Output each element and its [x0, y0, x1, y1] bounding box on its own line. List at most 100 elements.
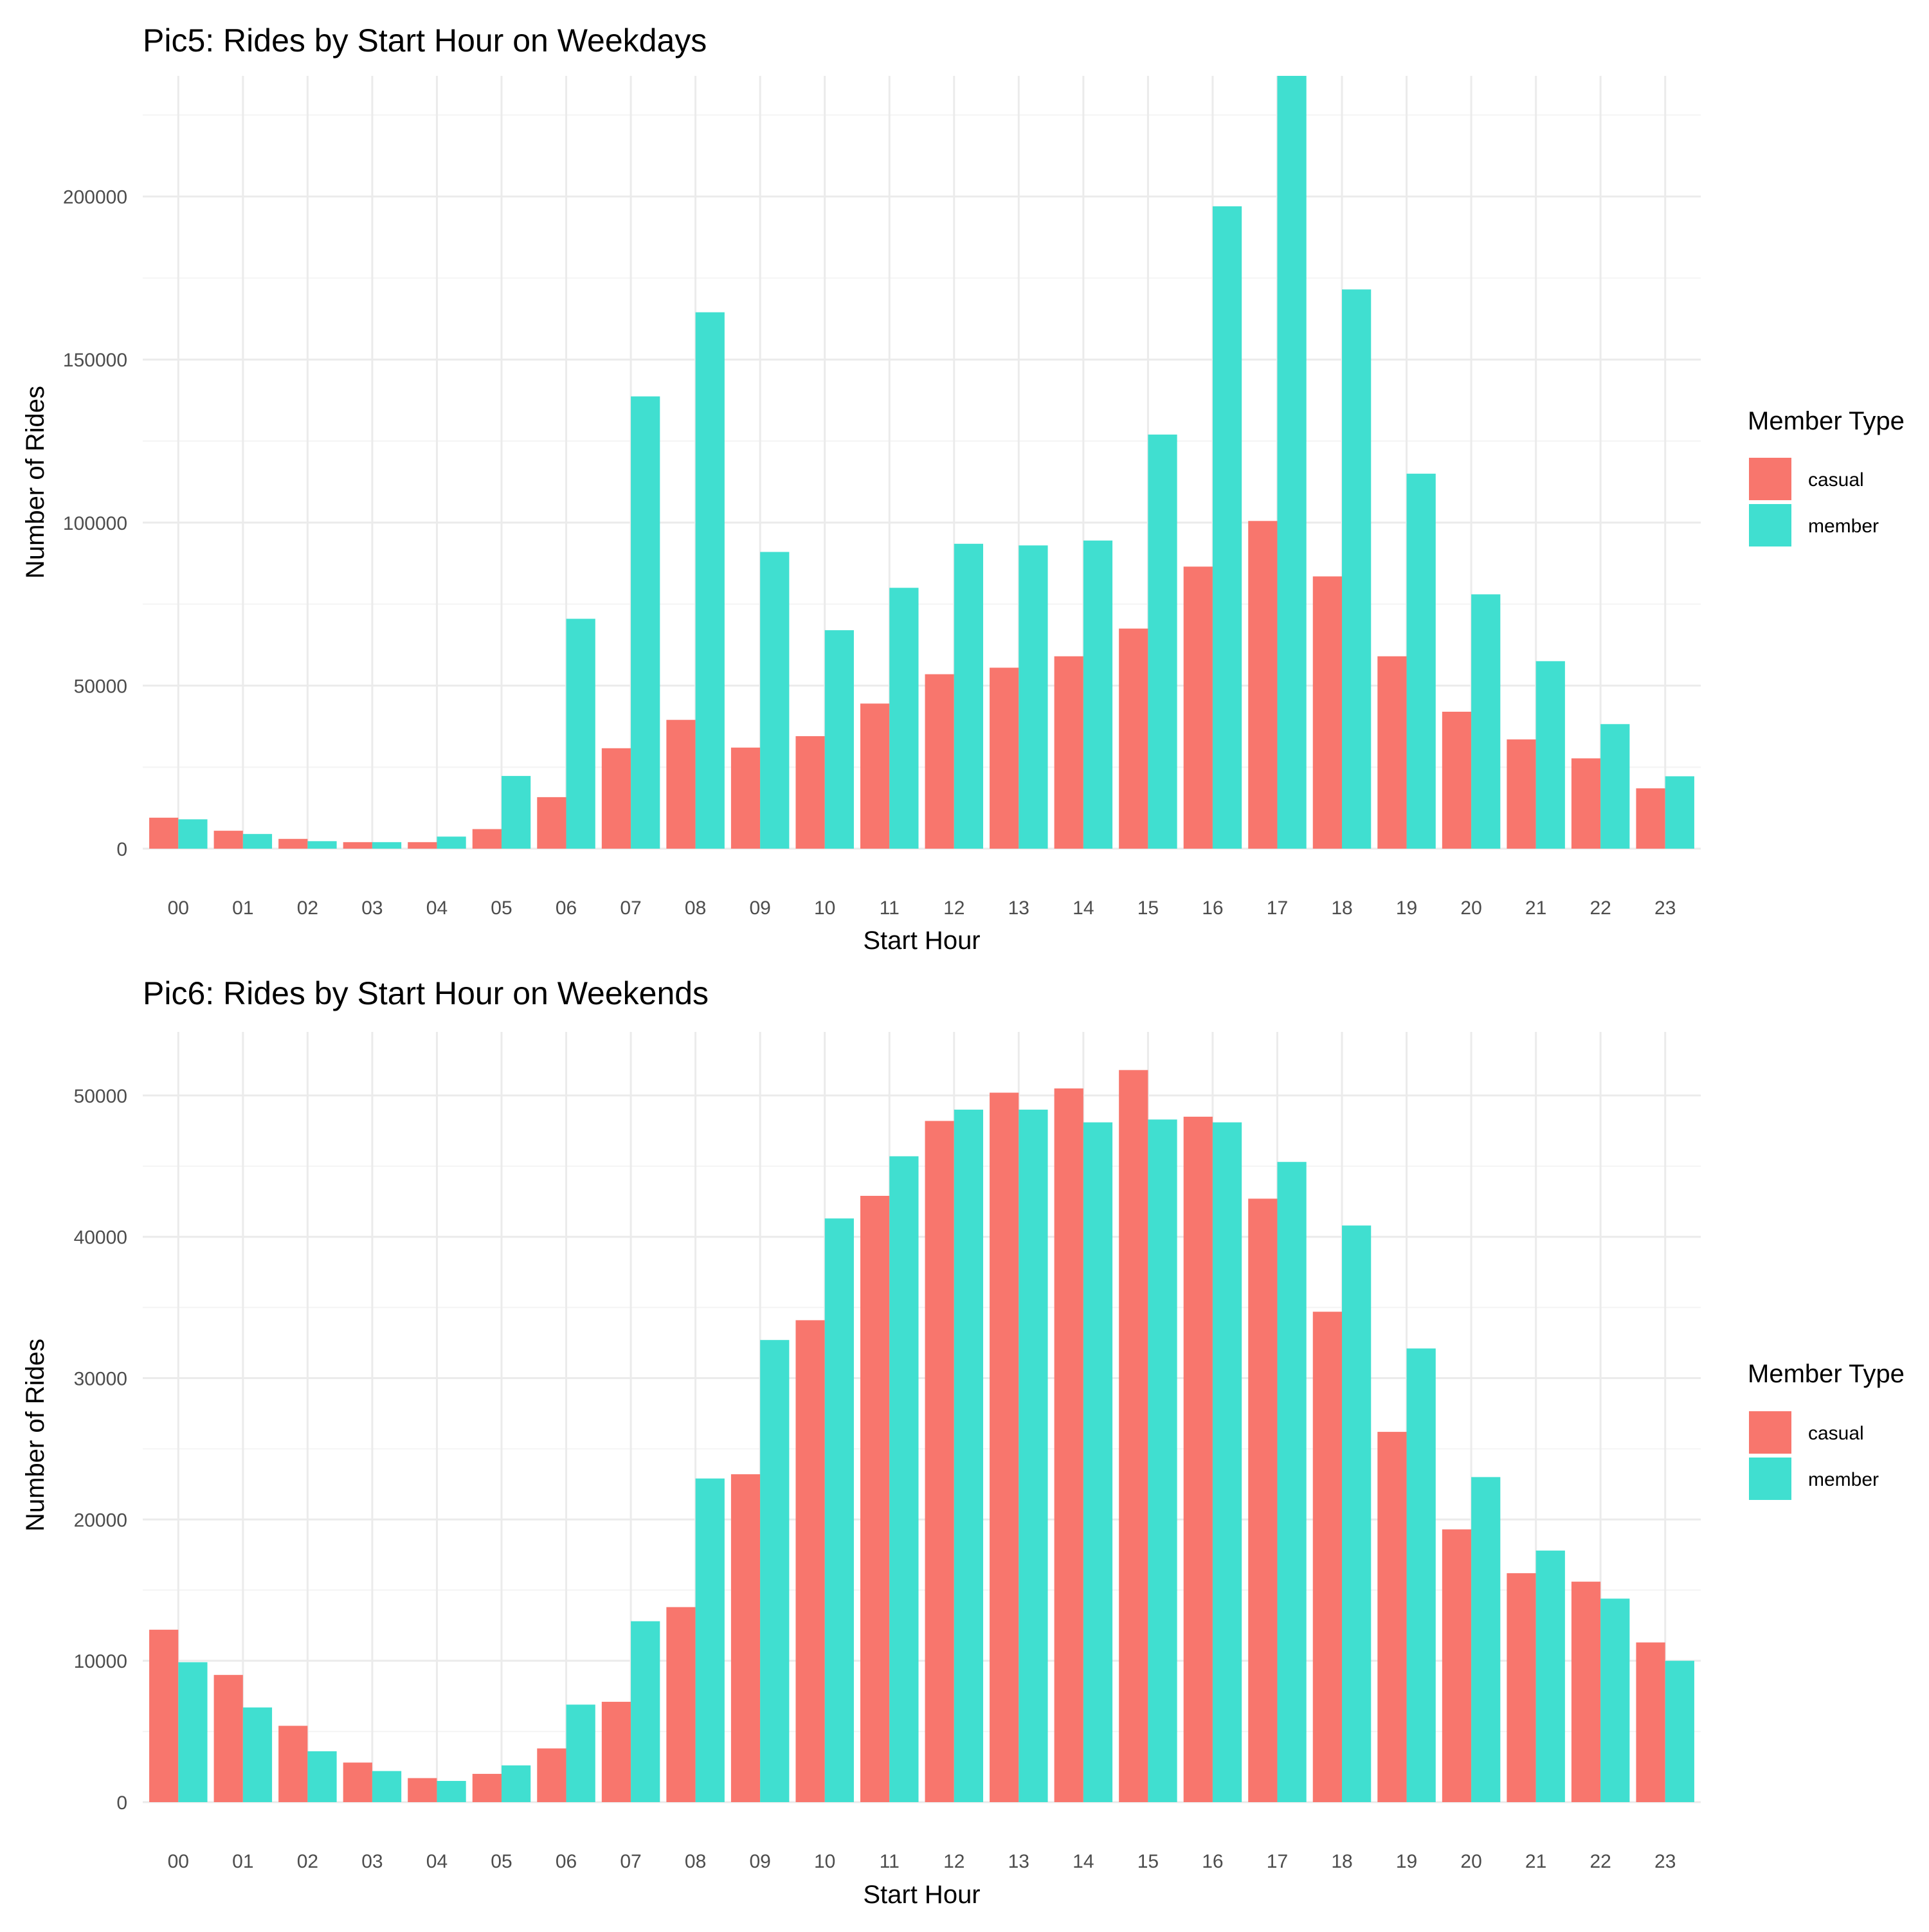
- chart-panel-1: 0 50000 100000 150000 200000 00 01 02 03 04 05 06 07…: [21, 23, 1905, 955]
- legend: Member Type casual member: [1748, 407, 1905, 546]
- y-tick-label: 150000: [63, 350, 127, 371]
- bar-member-05: [501, 775, 531, 849]
- chart-title: Pic6: Rides by Start Hour on Weekends: [143, 975, 709, 1011]
- bar-member-22: [1600, 724, 1630, 849]
- x-tick-label: 01: [232, 1851, 253, 1872]
- bar-casual-19: [1377, 1432, 1407, 1802]
- bar-member-01: [242, 1707, 273, 1802]
- legend: Member Type casual member: [1748, 1360, 1905, 1500]
- bar-casual-11: [860, 703, 890, 849]
- bar-casual-04: [408, 842, 437, 849]
- x-tick-label: 01: [232, 898, 253, 919]
- bar-casual-14: [1054, 1088, 1083, 1802]
- bar-casual-23: [1636, 1642, 1665, 1802]
- bar-member-17: [1277, 76, 1307, 849]
- bar-member-10: [824, 1218, 854, 1802]
- bar-casual-21: [1507, 739, 1536, 849]
- y-tick-label: 30000: [74, 1369, 127, 1390]
- bar-member-13: [1019, 545, 1048, 849]
- bar-member-02: [307, 841, 337, 849]
- x-tick-label: 19: [1396, 898, 1417, 919]
- legend-label-casual: casual: [1808, 469, 1864, 491]
- x-tick-label: 08: [685, 1851, 706, 1872]
- bar-member-16: [1212, 206, 1242, 849]
- bar-casual-19: [1377, 656, 1407, 849]
- bar-member-04: [437, 836, 466, 849]
- bar-casual-09: [730, 1474, 761, 1802]
- bar-casual-00: [149, 817, 179, 849]
- bar-member-00: [178, 819, 208, 849]
- x-tick-label: 20: [1460, 1851, 1481, 1872]
- x-tick-label: 17: [1267, 1851, 1288, 1872]
- bar-member-19: [1406, 473, 1436, 849]
- x-tick-label: 11: [880, 898, 900, 919]
- bar-member-18: [1342, 289, 1372, 849]
- bar-member-17: [1277, 1162, 1307, 1802]
- x-tick-label: 21: [1525, 898, 1546, 919]
- bar-casual-23: [1636, 788, 1665, 849]
- bar-member-06: [566, 618, 595, 849]
- x-tick-label: 05: [491, 1851, 512, 1872]
- bar-member-08: [695, 1478, 725, 1802]
- bar-member-23: [1665, 1661, 1694, 1802]
- x-tick-label: 09: [749, 898, 770, 919]
- y-tick-label: 50000: [74, 1086, 127, 1107]
- bar-member-14: [1083, 1122, 1113, 1802]
- x-tick-label: 15: [1137, 898, 1159, 919]
- bar-member-12: [954, 1109, 984, 1802]
- legend-label-member: member: [1808, 516, 1879, 537]
- bar-casual-12: [925, 674, 954, 849]
- bar-member-09: [760, 552, 790, 849]
- bar-casual-08: [666, 719, 696, 849]
- bar-casual-04: [408, 1778, 437, 1802]
- bar-casual-22: [1571, 758, 1601, 849]
- bar-casual-02: [278, 838, 308, 849]
- bar-member-20: [1471, 594, 1501, 849]
- bar-casual-21: [1507, 1573, 1536, 1802]
- bar-member-21: [1535, 1550, 1565, 1802]
- x-tick-label: 12: [943, 898, 964, 919]
- x-axis-label: Start Hour: [863, 926, 980, 955]
- bar-member-03: [372, 1771, 402, 1802]
- x-tick-label: 18: [1331, 1851, 1352, 1872]
- bar-casual-02: [278, 1726, 308, 1802]
- bar-casual-01: [213, 831, 243, 849]
- bar-member-19: [1406, 1348, 1436, 1802]
- x-tick-label: 09: [749, 1851, 770, 1872]
- y-tick-label: 50000: [74, 676, 127, 697]
- bar-casual-16: [1183, 1116, 1213, 1802]
- x-tick-label: 10: [814, 1851, 835, 1872]
- x-tick-label: 00: [168, 1851, 189, 1872]
- bar-member-09: [760, 1340, 790, 1802]
- bar-casual-14: [1054, 656, 1083, 849]
- bar-casual-10: [795, 1320, 825, 1802]
- bar-member-16: [1212, 1122, 1242, 1802]
- x-tick-label: 22: [1589, 898, 1611, 919]
- x-axis-label: Start Hour: [863, 1881, 980, 1909]
- x-tick-label: 10: [814, 898, 835, 919]
- x-tick-label: 08: [685, 898, 706, 919]
- x-tick-label: 07: [620, 898, 641, 919]
- y-tick-label: 0: [116, 839, 127, 860]
- bar-casual-10: [795, 736, 825, 849]
- bar-casual-07: [601, 748, 631, 849]
- x-tick-label: 23: [1654, 898, 1676, 919]
- bar-casual-00: [149, 1629, 179, 1802]
- bar-casual-13: [990, 667, 1019, 849]
- bar-casual-05: [472, 1774, 502, 1802]
- bar-member-20: [1471, 1477, 1501, 1802]
- x-tick-label: 21: [1525, 1851, 1546, 1872]
- bar-casual-18: [1312, 1312, 1343, 1802]
- bar-casual-15: [1119, 628, 1148, 849]
- x-tick-label: 04: [426, 898, 448, 919]
- x-tick-label: 06: [556, 898, 577, 919]
- x-tick-label: 14: [1073, 1851, 1094, 1872]
- bar-member-03: [372, 842, 402, 849]
- bar-casual-12: [925, 1121, 954, 1802]
- y-tick-label: 100000: [63, 513, 127, 534]
- bar-member-11: [889, 1156, 919, 1802]
- y-tick-label: 10000: [74, 1651, 127, 1672]
- bar-casual-08: [666, 1607, 696, 1802]
